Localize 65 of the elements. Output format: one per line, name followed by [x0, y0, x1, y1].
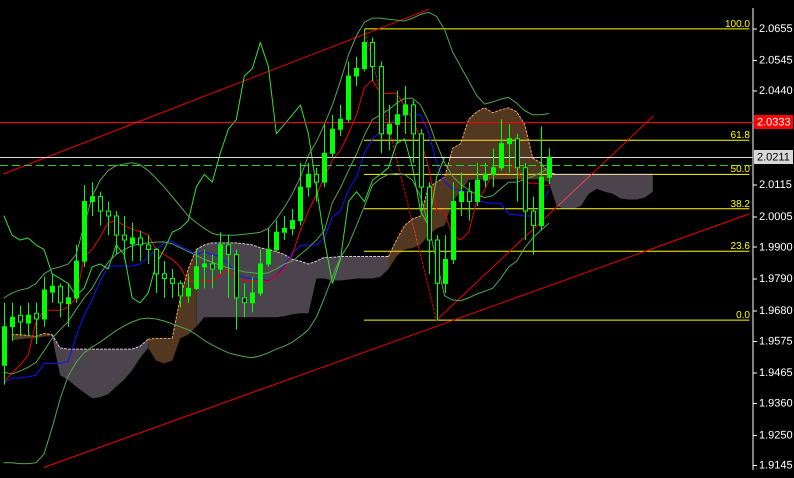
candlestick	[250, 276, 255, 313]
candlestick	[226, 234, 231, 298]
candlestick	[266, 228, 271, 268]
candlestick	[459, 172, 464, 217]
candlestick	[58, 282, 63, 318]
candlestick	[507, 124, 512, 174]
candlestick	[242, 282, 247, 318]
candlestick	[387, 104, 392, 151]
candlestick	[178, 280, 183, 308]
candlestick	[354, 56, 359, 86]
y-tick-label: 2.0440	[759, 85, 793, 98]
candlestick	[475, 162, 480, 207]
y-tick-label: 1.9575	[759, 335, 793, 348]
candlestick	[26, 302, 31, 337]
ref-line-label: 2.0211	[757, 152, 790, 164]
candlestick	[306, 162, 311, 198]
candlestick	[483, 162, 488, 188]
candlestick	[146, 234, 151, 265]
candlestick	[282, 216, 287, 241]
candlestick	[130, 222, 135, 262]
candlestick	[290, 208, 295, 236]
candlestick	[210, 254, 215, 289]
candlestick	[34, 302, 39, 345]
series-label: 38.2	[730, 199, 750, 210]
candlestick	[122, 216, 127, 260]
candlestick	[66, 282, 71, 328]
y-tick-label: 1.9360	[759, 397, 793, 410]
y-tick-label: 1.9250	[759, 429, 793, 442]
series-label: 50.0	[730, 164, 750, 175]
candlestick	[403, 85, 408, 134]
series-label: 100.0	[724, 19, 750, 30]
candlestick	[202, 249, 207, 289]
candlestick	[90, 182, 95, 217]
candlestick	[338, 104, 343, 136]
y-tick-label: 2.0545	[759, 54, 793, 67]
y-tick-label: 1.9790	[759, 273, 793, 286]
candlestick	[162, 260, 167, 298]
candlestick	[467, 182, 472, 222]
candlestick	[106, 201, 111, 236]
candlestick	[170, 268, 175, 298]
y-tick-label: 1.9145	[759, 460, 793, 472]
ref-line-label: 2.0333	[757, 116, 791, 129]
series-label: 23.6	[730, 241, 750, 252]
candlestick	[194, 249, 199, 291]
candlestick	[274, 220, 279, 252]
y-tick-label: 1.9680	[759, 304, 793, 317]
candlestick	[314, 167, 319, 202]
y-tick-label: 2.0115	[759, 179, 792, 192]
series-label: 61.8	[730, 130, 750, 141]
y-tick-label: 2.0005	[759, 210, 793, 223]
candlestick	[531, 196, 536, 255]
series-label: 0.0	[736, 310, 750, 321]
candlestick	[491, 148, 496, 188]
candlestick	[50, 273, 55, 304]
y-tick-label: 1.9900	[759, 241, 793, 254]
candlestick	[138, 230, 143, 262]
candlestick	[114, 210, 119, 255]
candlestick	[18, 305, 23, 337]
candlestick	[186, 273, 191, 304]
candlestick	[395, 90, 400, 144]
candlestick	[10, 302, 15, 342]
y-tick-label: 2.0655	[759, 22, 793, 35]
y-tick-label: 1.9465	[759, 367, 793, 380]
candlestick	[98, 191, 103, 226]
candlestick	[547, 148, 552, 185]
